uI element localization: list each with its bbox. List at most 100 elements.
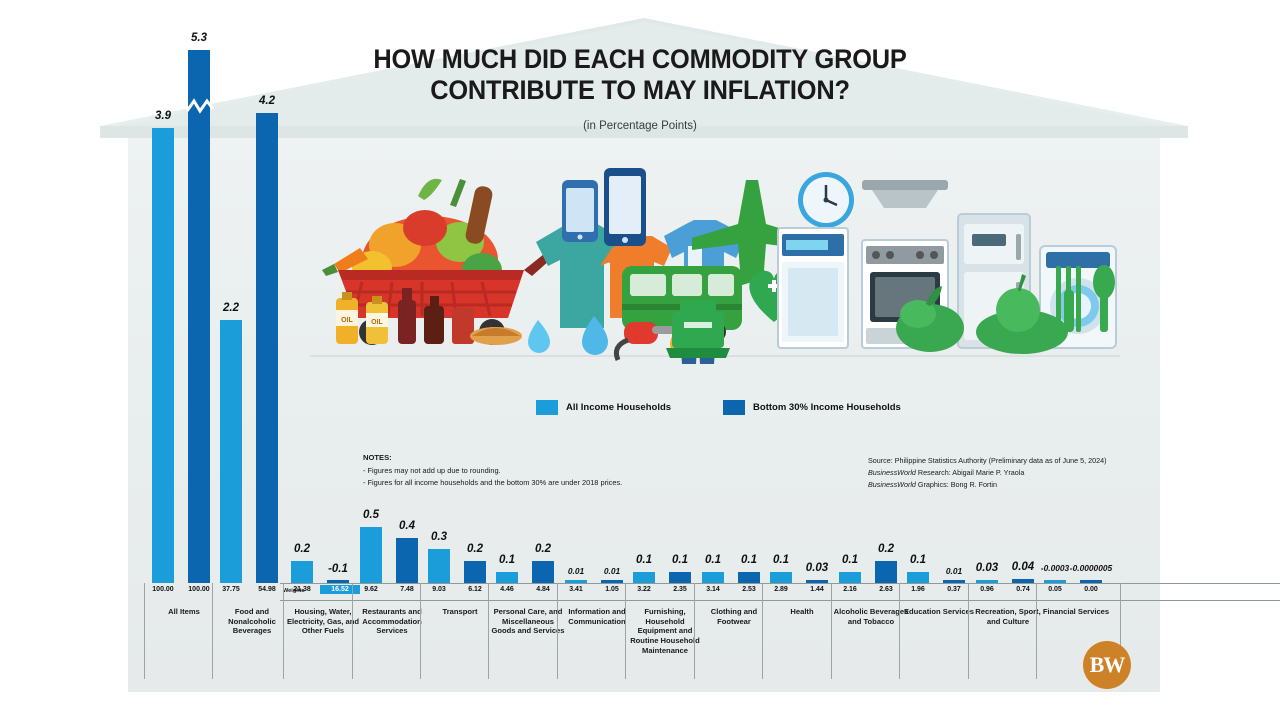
bar-all-income[interactable] — [633, 571, 655, 583]
bar-bottom30[interactable] — [1080, 580, 1102, 583]
bar-value-label: 0.04 — [1011, 560, 1035, 573]
businessworld-logo-text: BW — [1089, 652, 1126, 677]
category-separator — [212, 583, 213, 679]
plants-icon — [896, 274, 1068, 354]
bar-all-income[interactable] — [702, 571, 724, 583]
category-separator — [283, 583, 284, 679]
category-separator — [625, 583, 626, 679]
legend-label-bottom30: Bottom 30% Income Households — [753, 402, 901, 413]
bar-all-income[interactable] — [1044, 580, 1066, 583]
bar-all-income[interactable] — [428, 549, 450, 583]
page-title-line-1: HOW MUCH DID EACH COMMODITY GROUP — [373, 44, 907, 74]
notes-line-2: - Figures for all income households and … — [363, 477, 623, 487]
bar-bottom30[interactable] — [464, 560, 486, 583]
bar-value-label: -0.0000005 — [1069, 563, 1113, 573]
weight-value: 2.35 — [673, 586, 687, 593]
legend-label-all-income: All Income Households — [566, 402, 672, 413]
bar-bottom30[interactable] — [601, 580, 623, 583]
bar-value-label: 0.1 — [773, 553, 789, 566]
bar-all-income[interactable] — [152, 128, 174, 583]
bar-all-income[interactable] — [220, 320, 242, 583]
bar-all-income[interactable] — [496, 571, 518, 583]
bar-bottom30[interactable] — [256, 113, 278, 583]
weights-row-label: Weights — [283, 588, 305, 594]
category-separator — [831, 583, 832, 679]
businessworld-logo: BW — [1083, 641, 1131, 689]
clock-icon — [798, 172, 854, 228]
category-label: Furnishing, Household Equipment and Rout… — [630, 607, 700, 655]
category-separator — [899, 583, 900, 679]
notes-block: NOTES: - Figures may not add up due to r… — [363, 452, 622, 489]
weight-value: 1.05 — [605, 586, 619, 593]
source-line-2: BusinessWorld Research: Abigail Marie P.… — [868, 467, 1107, 479]
title-block: HOW MUCH DID EACH COMMODITY GROUP CONTRI… — [0, 44, 1280, 132]
bar-value-label: 0.2 — [535, 542, 551, 555]
bar-all-income[interactable] — [770, 571, 792, 583]
bar-value-label: 0.01 — [603, 566, 621, 576]
bar-all-income[interactable] — [976, 579, 998, 583]
bar-bottom30[interactable] — [669, 571, 691, 583]
bar-bottom30[interactable] — [1012, 578, 1034, 583]
weight-value: 16.52 — [320, 585, 360, 594]
bar-all-income[interactable] — [907, 571, 929, 583]
category-label: Personal Care, and Miscellaneous Goods a… — [491, 607, 565, 636]
weight-value: 2.16 — [843, 586, 857, 593]
chart-legend: All Income Households Bottom 30% Income … — [536, 400, 901, 415]
page-subtitle: (in Percentage Points) — [583, 119, 697, 132]
category-separator — [1120, 583, 1121, 679]
legend-item-all-income[interactable]: All Income Households — [536, 400, 671, 415]
source-line-2-brand: BusinessWorld — [868, 468, 916, 478]
bar-all-income[interactable] — [291, 560, 313, 583]
bar-value-label: 0.1 — [672, 553, 688, 566]
weight-value: 21.38 — [293, 586, 311, 593]
bar-bottom30[interactable] — [806, 579, 828, 583]
weight-value: 3.41 — [569, 586, 583, 593]
bar-bottom30[interactable] — [875, 560, 897, 583]
bar-value-label: 0.03 — [805, 561, 829, 574]
weight-value: 2.63 — [879, 586, 893, 593]
source-line-3-text: Graphics: Bong R. Fortin — [915, 480, 998, 490]
weight-value: 2.53 — [742, 586, 756, 593]
category-separator — [694, 583, 695, 679]
bar-value-label: 0.01 — [945, 566, 963, 576]
bar-value-label: 0.2 — [878, 542, 894, 555]
legend-swatch-bottom30 — [723, 400, 746, 415]
category-separator — [488, 583, 489, 679]
weight-value: 0.00 — [1084, 586, 1098, 593]
bar-bottom30[interactable] — [188, 50, 210, 583]
axis-line-top — [280, 583, 1280, 584]
bar-bottom30[interactable] — [943, 580, 965, 583]
grocery-icon: OIL OIL — [322, 178, 550, 345]
weight-value: 100.00 — [152, 586, 174, 593]
page-title-line-2: CONTRIBUTE TO MAY INFLATION? — [430, 74, 850, 105]
axis-line-bottom — [280, 600, 1280, 601]
bar-bottom30[interactable] — [738, 571, 760, 583]
bar-all-income[interactable] — [839, 571, 861, 583]
legend-item-bottom30[interactable]: Bottom 30% Income Households — [723, 400, 901, 415]
bar-bottom30[interactable] — [396, 538, 418, 583]
weight-value: 9.03 — [432, 586, 446, 593]
svg-text:OIL: OIL — [341, 317, 353, 324]
svg-text:OIL: OIL — [371, 319, 383, 326]
category-label: Education Services — [903, 607, 975, 616]
bar-bottom30[interactable] — [532, 560, 554, 583]
category-label: All Items — [168, 607, 200, 616]
category-label: Transport — [442, 607, 478, 616]
weight-value: 1.44 — [810, 586, 824, 593]
bar-all-income[interactable] — [565, 580, 587, 583]
commodity-illustration: OIL OIL — [300, 150, 1160, 380]
weight-value: 0.96 — [980, 586, 994, 593]
bar-all-income[interactable] — [360, 527, 382, 583]
bar-value-label: 0.2 — [467, 542, 483, 555]
bar-value-label: 0.1 — [499, 553, 515, 566]
bar-bottom30[interactable] — [327, 580, 349, 583]
bar-chart: Weights 3.9 100.00 5.3 100.00 All Items 2.2 37… — [128, 0, 1280, 720]
weight-value: 7.48 — [400, 586, 414, 593]
house-roof-shape — [100, 18, 1188, 138]
weight-value: 3.14 — [706, 586, 720, 593]
bar-value-label: 0.01 — [567, 566, 585, 576]
category-label: Information and Communication — [568, 607, 626, 626]
bar-value-label: 0.03 — [975, 561, 999, 574]
category-label: Alcoholic Beverages and Tobacco — [833, 607, 909, 626]
